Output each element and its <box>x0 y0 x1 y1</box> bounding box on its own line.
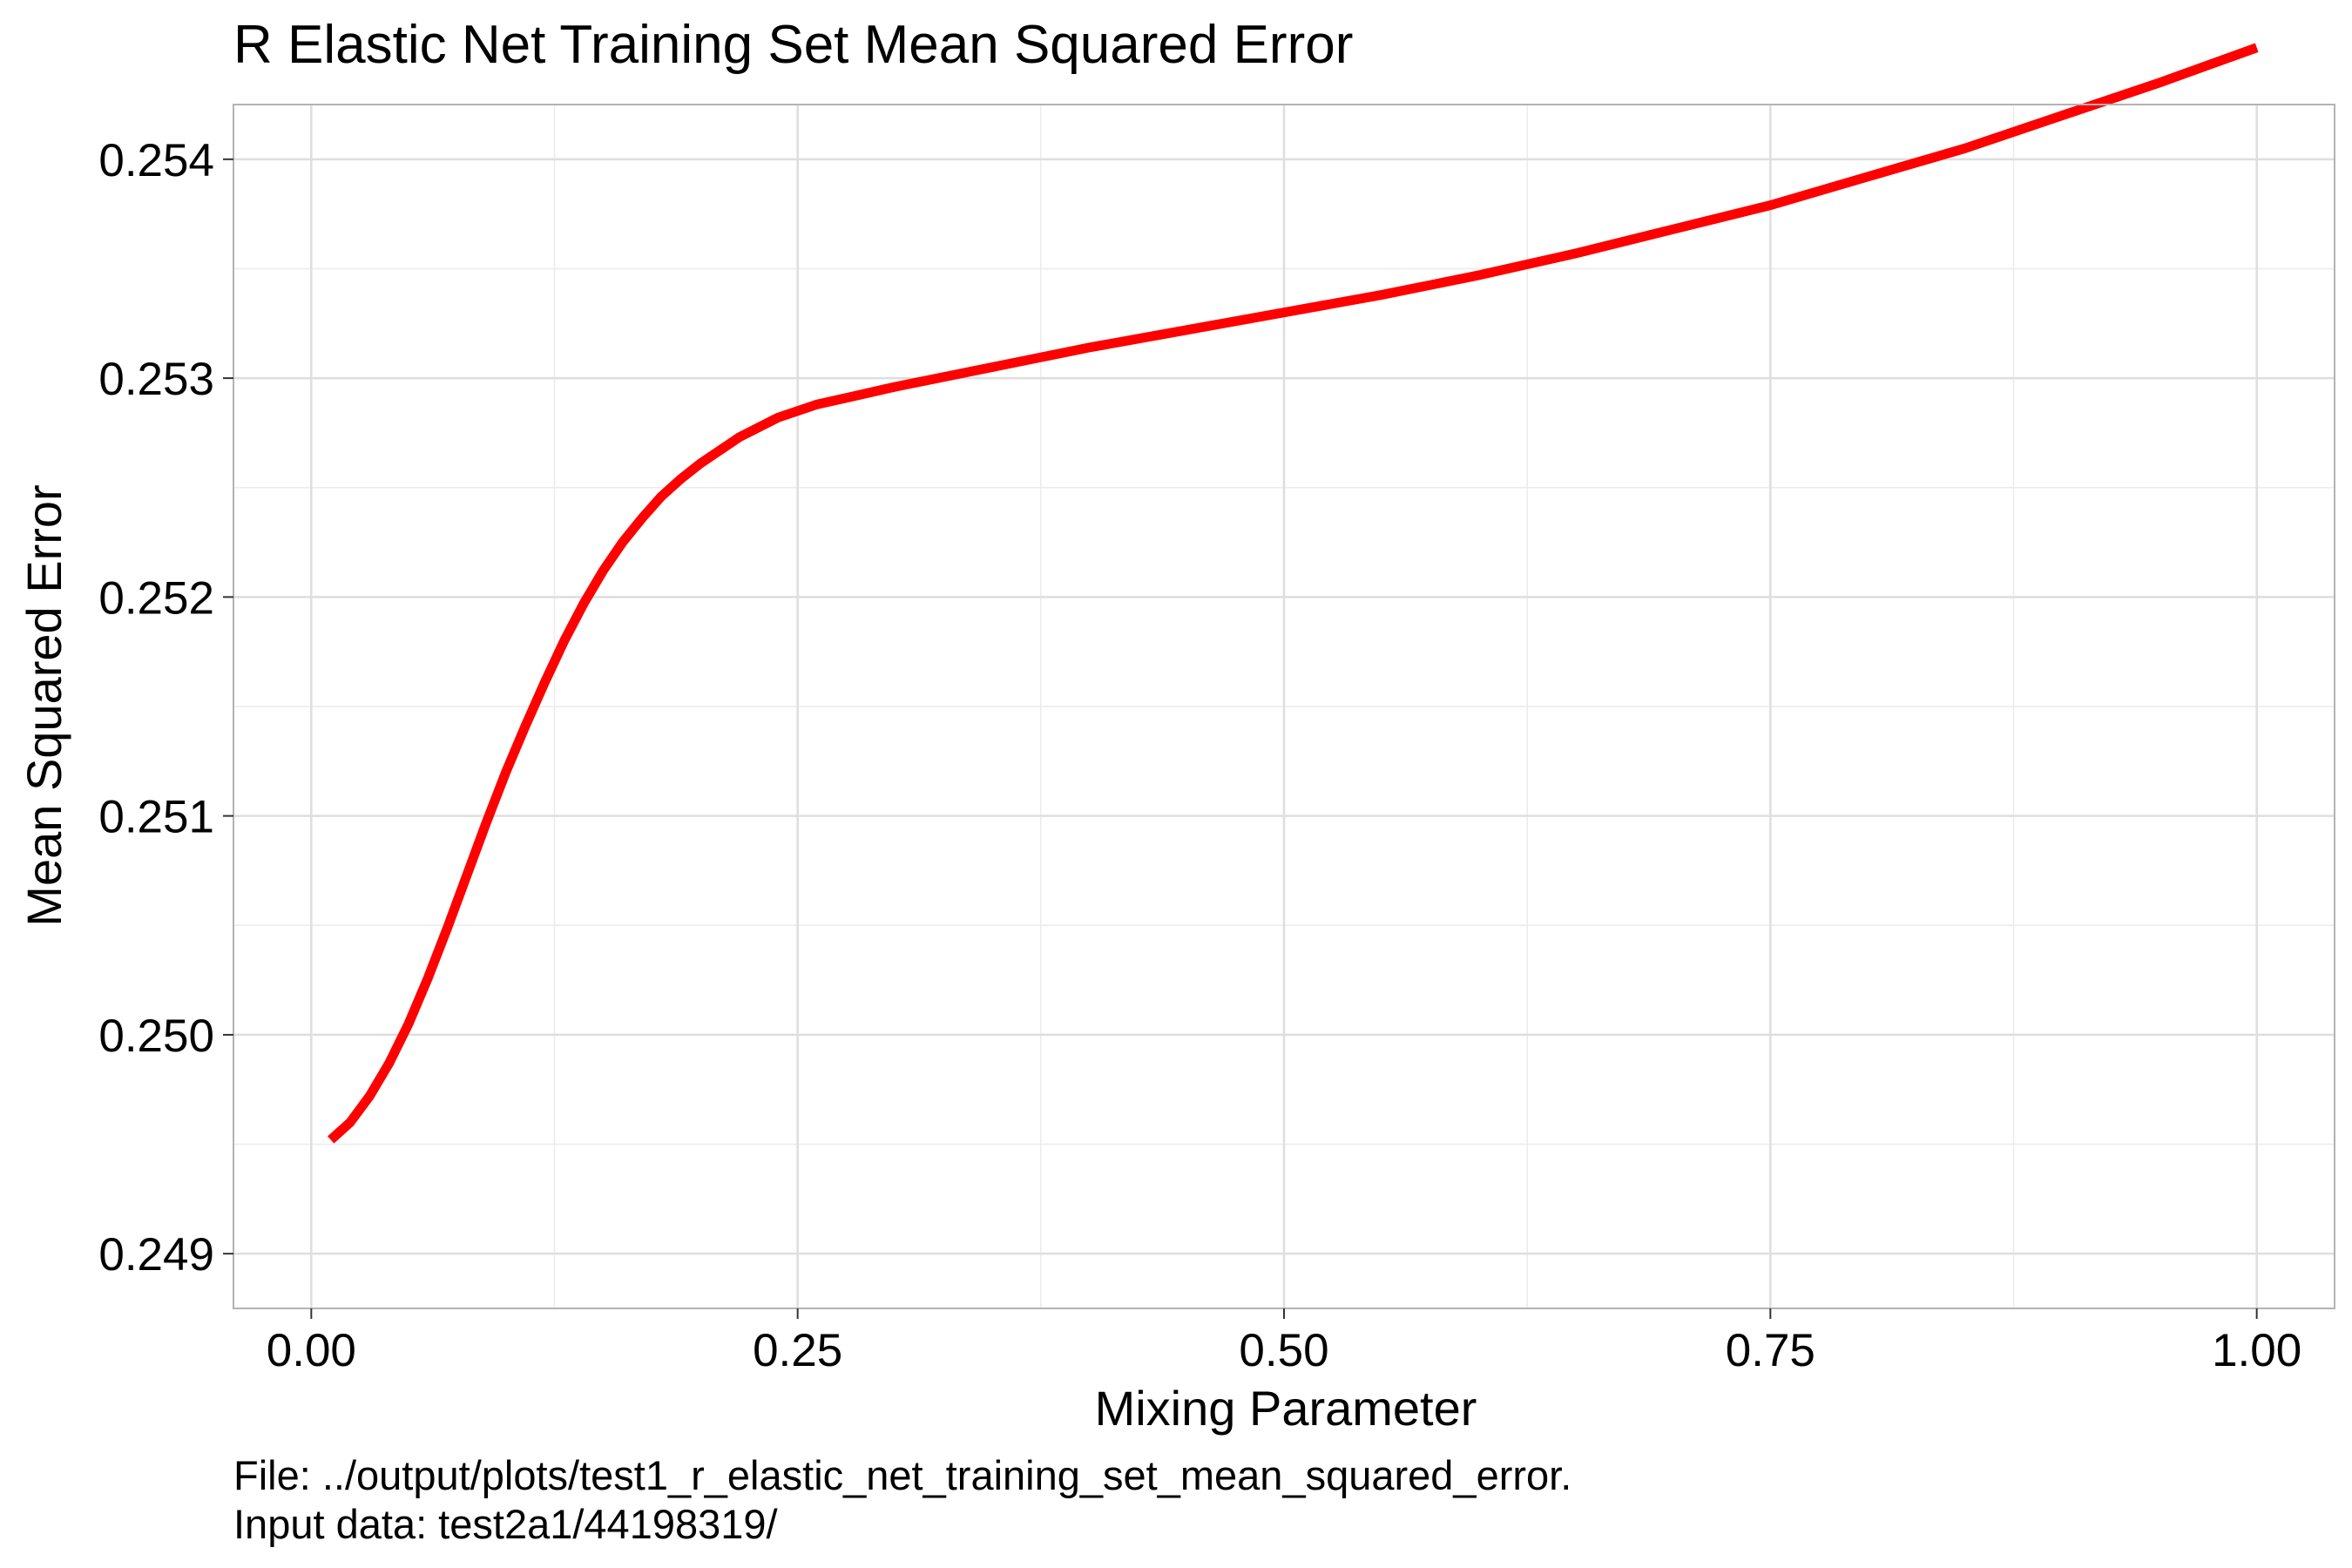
y-tick-label: 0.253 <box>98 354 214 405</box>
y-axis-ticks: 0.249 0.250 0.251 0.252 0.253 0.254 <box>98 135 233 1281</box>
y-tick-label: 0.252 <box>98 572 214 624</box>
x-axis-title: Mixing Parameter <box>1095 1381 1477 1436</box>
caption-input-line: Input data: test2a1/44198319/ <box>233 1501 778 1547</box>
caption-file-line: File: ../output/plots/test1_r_elastic_ne… <box>233 1452 1572 1498</box>
y-axis-title: Mean Squared Error <box>17 484 71 926</box>
x-tick-label: 0.25 <box>753 1325 842 1376</box>
series-line-1 <box>328 43 2259 1144</box>
y-tick-label: 0.249 <box>98 1229 214 1281</box>
grid <box>233 105 2335 1308</box>
x-tick-label: 0.50 <box>1239 1325 1328 1376</box>
x-tick-label: 0.00 <box>267 1325 356 1376</box>
y-tick-label: 0.250 <box>98 1010 214 1062</box>
x-tick-label: 1.00 <box>2212 1325 2301 1376</box>
x-axis-ticks: 0.00 0.25 0.50 0.75 1.00 <box>267 1308 2301 1376</box>
y-tick-label: 0.254 <box>98 135 214 186</box>
caption: File: ../output/plots/test1_r_elastic_ne… <box>233 1451 1571 1549</box>
y-tick-label: 0.251 <box>98 792 214 843</box>
chart-title: R Elastic Net Training Set Mean Squared … <box>233 15 1353 75</box>
x-tick-label: 0.75 <box>1726 1325 1815 1376</box>
series-layer <box>328 43 2259 1144</box>
